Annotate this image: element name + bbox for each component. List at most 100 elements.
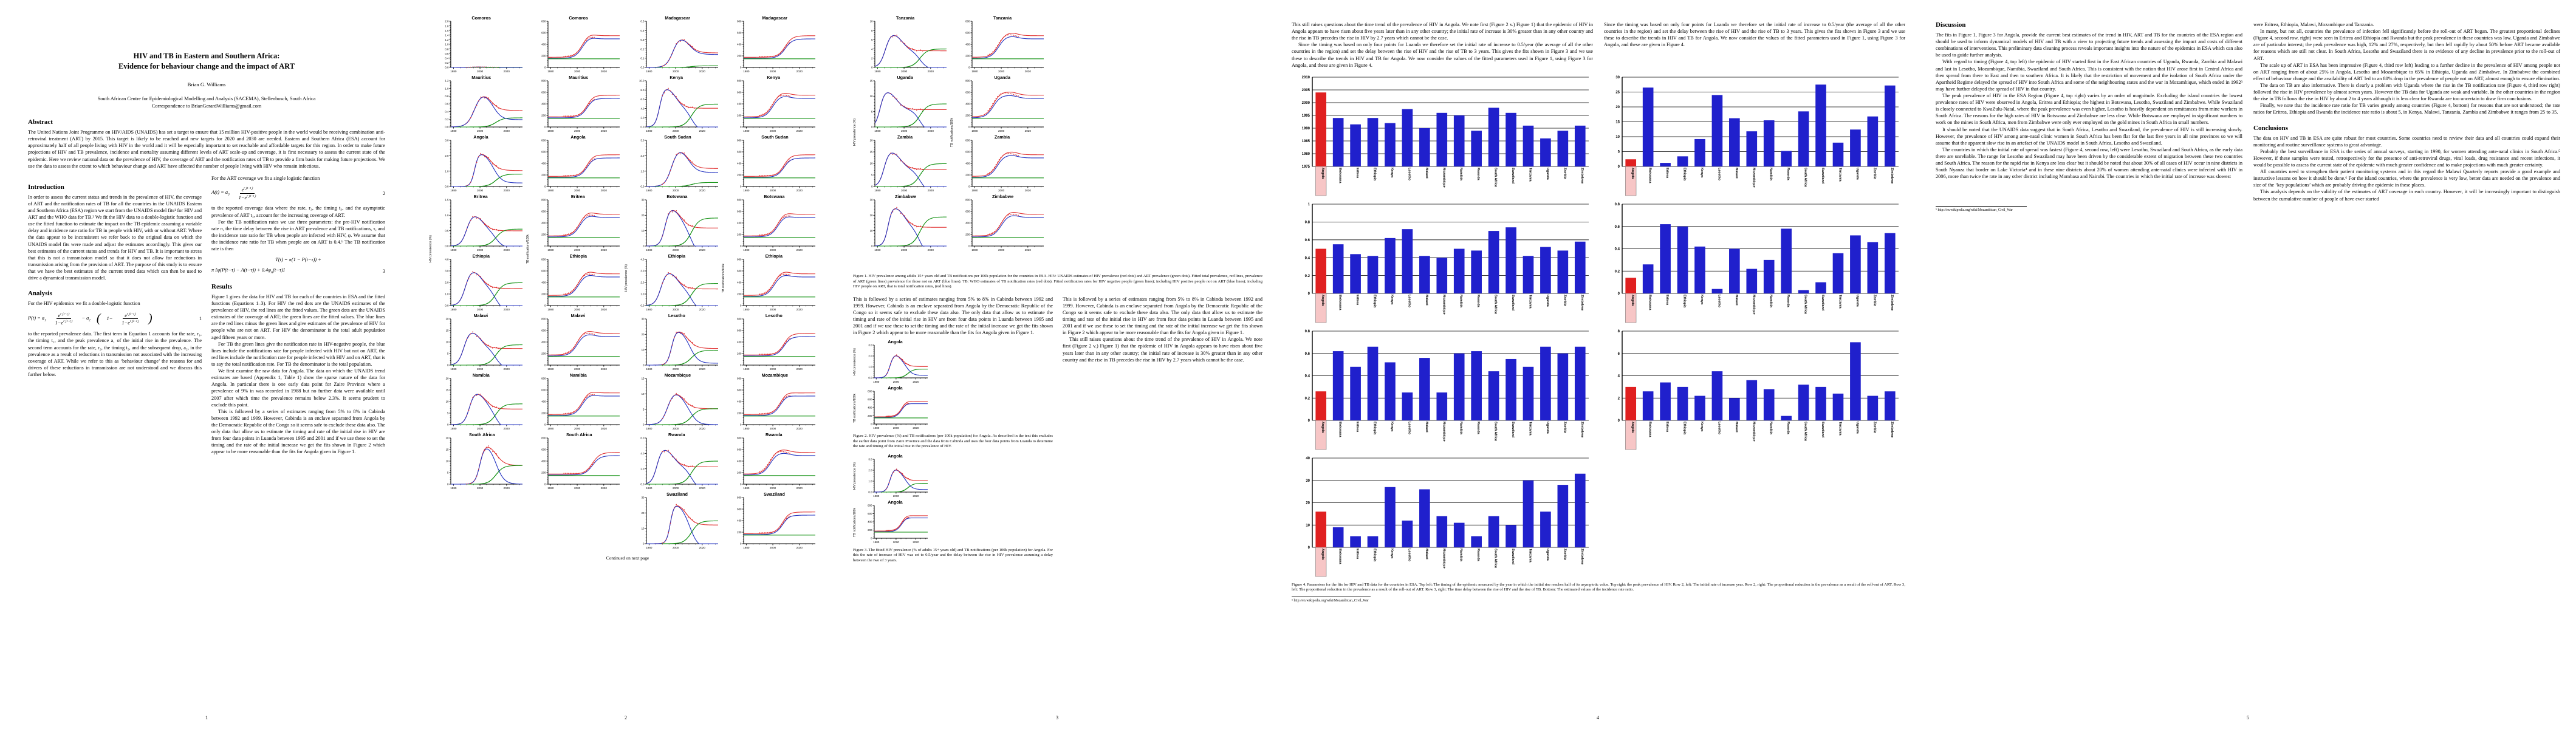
bar-category-label: Uganda bbox=[1855, 422, 1859, 434]
svg-text:800: 800 bbox=[737, 80, 742, 83]
chart-panel-title: Rwanda bbox=[668, 432, 685, 437]
svg-text:0.0: 0.0 bbox=[868, 490, 872, 493]
svg-text:2000: 2000 bbox=[477, 189, 484, 192]
svg-text:2.0: 2.0 bbox=[868, 468, 872, 471]
equation-1-number: 1 bbox=[199, 316, 202, 322]
page-number-5: 5 bbox=[2247, 715, 2249, 720]
page1-column-left: Introduction In order to assess the curr… bbox=[28, 175, 202, 456]
bar-category-label: Eritrea bbox=[1355, 549, 1359, 560]
svg-text:800: 800 bbox=[737, 496, 742, 499]
bar bbox=[1660, 224, 1671, 293]
bar bbox=[1746, 380, 1758, 420]
svg-text:8.0: 8.0 bbox=[640, 89, 645, 92]
svg-text:600: 600 bbox=[737, 151, 742, 154]
bar-category-label: Tanzania bbox=[1528, 549, 1532, 563]
chart-panel-angola: 3.0 2.0 1.0 0.0 1980 2000 2020 Angola bbox=[857, 453, 930, 499]
bar bbox=[1453, 115, 1465, 166]
svg-text:600: 600 bbox=[541, 91, 546, 94]
svg-text:2020: 2020 bbox=[796, 189, 803, 192]
bar bbox=[1436, 392, 1448, 420]
svg-text:3.0: 3.0 bbox=[640, 139, 645, 142]
svg-text:6.0: 6.0 bbox=[640, 98, 645, 101]
svg-text:200: 200 bbox=[868, 415, 872, 418]
bar bbox=[1332, 117, 1344, 166]
svg-text:200: 200 bbox=[541, 114, 546, 117]
svg-text:1980: 1980 bbox=[547, 248, 554, 252]
svg-text:2020: 2020 bbox=[1025, 129, 1032, 132]
bar bbox=[1332, 527, 1344, 547]
bar-category-label: Kenya bbox=[1390, 422, 1394, 432]
svg-text:1980: 1980 bbox=[547, 487, 554, 490]
svg-text:15: 15 bbox=[1615, 120, 1620, 124]
svg-text:1980: 1980 bbox=[547, 368, 554, 371]
bar bbox=[1642, 87, 1654, 166]
chart-panel-title: Eritrea bbox=[473, 194, 488, 199]
svg-text:0.2: 0.2 bbox=[1615, 270, 1620, 273]
chart-panel-swaziland: 800 600 400 200 0 1980 2000 2020 Swaziland bbox=[727, 491, 818, 550]
bar-category-label: Angola bbox=[1321, 422, 1324, 433]
svg-text:600: 600 bbox=[541, 270, 546, 273]
svg-text:30: 30 bbox=[870, 199, 873, 202]
bar bbox=[1798, 290, 1809, 293]
svg-text:0.0: 0.0 bbox=[640, 483, 645, 486]
svg-text:0.6: 0.6 bbox=[1305, 352, 1310, 356]
bar-category-label: Malawi bbox=[1425, 295, 1428, 306]
chart-panel-title: Ethiopia bbox=[765, 253, 783, 259]
chart-panel-title: Tanzania bbox=[993, 15, 1012, 21]
svg-text:800: 800 bbox=[737, 20, 742, 23]
bar bbox=[1746, 269, 1758, 293]
bar-category-label: Swaziland bbox=[1821, 168, 1824, 183]
bar-category-label: South Africa bbox=[1804, 295, 1807, 315]
svg-text:2000: 2000 bbox=[1302, 101, 1310, 105]
page5-columns: Discussion The fits in Figure 1, Figure … bbox=[1936, 21, 2560, 202]
bar-category-label: Zambia bbox=[1872, 168, 1876, 180]
svg-text:400: 400 bbox=[965, 103, 970, 106]
svg-text:10: 10 bbox=[642, 348, 645, 351]
svg-text:0.5: 0.5 bbox=[640, 20, 645, 23]
bar bbox=[1350, 124, 1361, 166]
chart-panel-title: South Africa bbox=[469, 432, 495, 437]
chart-panel-uganda: 800 600 400 200 0 1980 2000 2020 Uganda bbox=[955, 75, 1046, 134]
svg-text:0.4: 0.4 bbox=[445, 110, 449, 113]
bar-category-label: Swaziland bbox=[1511, 549, 1515, 564]
svg-text:0.2: 0.2 bbox=[1305, 275, 1310, 278]
bar-category-label: Tanzania bbox=[1838, 168, 1841, 182]
results-p1: Figure 1 gives the data for HIV and TB f… bbox=[211, 293, 385, 340]
svg-text:1980: 1980 bbox=[971, 248, 978, 252]
chart-panel-title: Zambia bbox=[897, 134, 913, 140]
bar-category-label: Namibia bbox=[1459, 549, 1463, 562]
bar-category-label: South Africa bbox=[1804, 422, 1807, 442]
chart-pair-group: HIV prevalence (%) 2.0 1.8 1.6 1.4 1.2 1.0 0.8 0… bbox=[429, 15, 622, 550]
figure-3-panel: HIV prevalence (%) 3.0 2.0 1.0 0.0 1980 2000 20… bbox=[853, 453, 1053, 545]
svg-text:0.0: 0.0 bbox=[445, 66, 449, 69]
svg-text:1.8: 1.8 bbox=[445, 24, 449, 27]
svg-text:2000: 2000 bbox=[893, 541, 900, 544]
bar-category-label: Ethiopia bbox=[1373, 295, 1377, 308]
svg-text:0: 0 bbox=[871, 66, 873, 69]
svg-text:10: 10 bbox=[642, 392, 645, 395]
chart-panel-kenya: 800 600 400 200 0 1980 2000 2020 Kenya bbox=[727, 75, 818, 134]
bar-category-label: Namibia bbox=[1459, 295, 1463, 308]
bar bbox=[1729, 398, 1740, 420]
svg-text:600: 600 bbox=[541, 448, 546, 451]
bar bbox=[1367, 346, 1379, 420]
chart-panel-title: Angola bbox=[888, 385, 903, 391]
svg-text:200: 200 bbox=[541, 293, 546, 296]
bar-category-label: Zimbabwe bbox=[1890, 295, 1894, 310]
svg-text:30: 30 bbox=[1306, 479, 1310, 483]
bar bbox=[1350, 536, 1361, 547]
svg-text:2000: 2000 bbox=[770, 248, 776, 252]
svg-text:5: 5 bbox=[447, 352, 449, 355]
svg-text:2020: 2020 bbox=[796, 248, 803, 252]
chart-axis-label: TB notifications/100k bbox=[526, 234, 530, 264]
chart-panel-title: South Africa bbox=[566, 432, 592, 437]
svg-text:1.0: 1.0 bbox=[445, 87, 449, 90]
svg-text:5: 5 bbox=[871, 110, 873, 113]
svg-text:400: 400 bbox=[541, 103, 546, 106]
svg-text:5: 5 bbox=[1618, 150, 1620, 154]
svg-text:0.8: 0.8 bbox=[1305, 221, 1310, 224]
bar-category-label: Rwanda bbox=[1476, 168, 1480, 181]
svg-text:2.0: 2.0 bbox=[445, 154, 449, 157]
bar bbox=[1867, 395, 1879, 420]
